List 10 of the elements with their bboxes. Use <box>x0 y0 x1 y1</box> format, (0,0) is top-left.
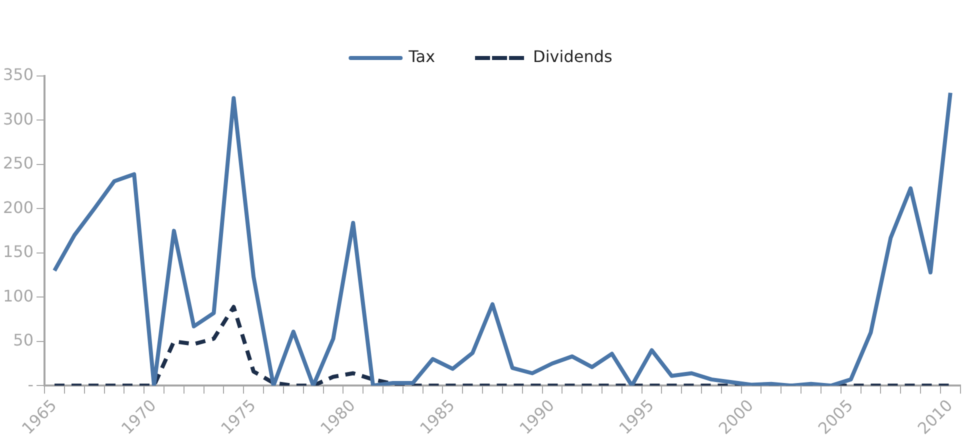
y-tick-label: 250 <box>2 154 34 173</box>
y-tick-label: 100 <box>2 286 34 306</box>
y-tick-label: 350 <box>2 65 34 84</box>
y-tick-label: 300 <box>2 109 34 128</box>
y-tick-label: 150 <box>2 242 34 262</box>
legend-label: Tax <box>408 47 436 66</box>
y-tick-label: 50 <box>13 330 34 350</box>
y-tick-label: 200 <box>2 198 34 217</box>
legend-label: Dividends <box>533 47 612 66</box>
y-tick-label: - <box>28 374 34 394</box>
